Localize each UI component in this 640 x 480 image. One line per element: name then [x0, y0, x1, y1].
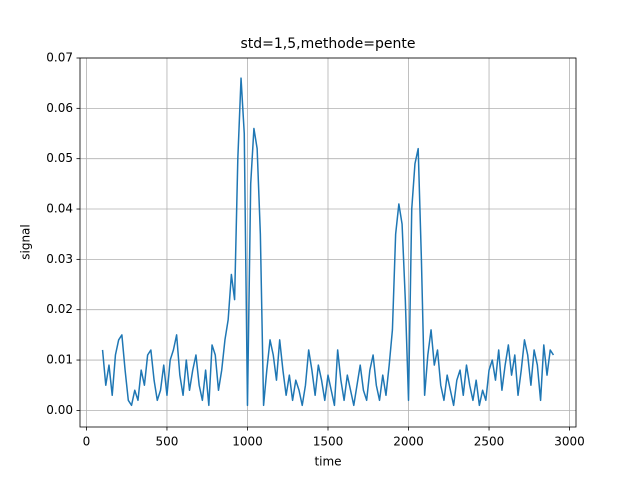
x-tick-label: 3000: [554, 435, 585, 449]
y-tick-label: 0.04: [46, 202, 73, 216]
x-axis-label: time: [314, 455, 341, 469]
x-tick-label: 1000: [232, 435, 263, 449]
x-tick-label: 0: [83, 435, 91, 449]
y-axis-label: signal: [19, 224, 33, 260]
plot-frame: [79, 57, 577, 428]
x-tick-label: 2500: [474, 435, 505, 449]
chart-title: std=1,5,methode=pente: [241, 36, 416, 52]
y-tick-label: 0.00: [46, 403, 73, 417]
x-tick-label: 1500: [313, 435, 344, 449]
y-tick-label: 0.07: [46, 51, 73, 65]
y-tick-label: 0.06: [46, 101, 73, 115]
x-tick-label: 500: [156, 435, 179, 449]
y-tick-label: 0.05: [46, 151, 73, 165]
x-tick-label: 2000: [393, 435, 424, 449]
y-tick-label: 0.02: [46, 302, 73, 316]
y-tick-label: 0.01: [46, 353, 73, 367]
data-line: [101, 77, 555, 407]
y-tick-label: 0.03: [46, 252, 73, 266]
